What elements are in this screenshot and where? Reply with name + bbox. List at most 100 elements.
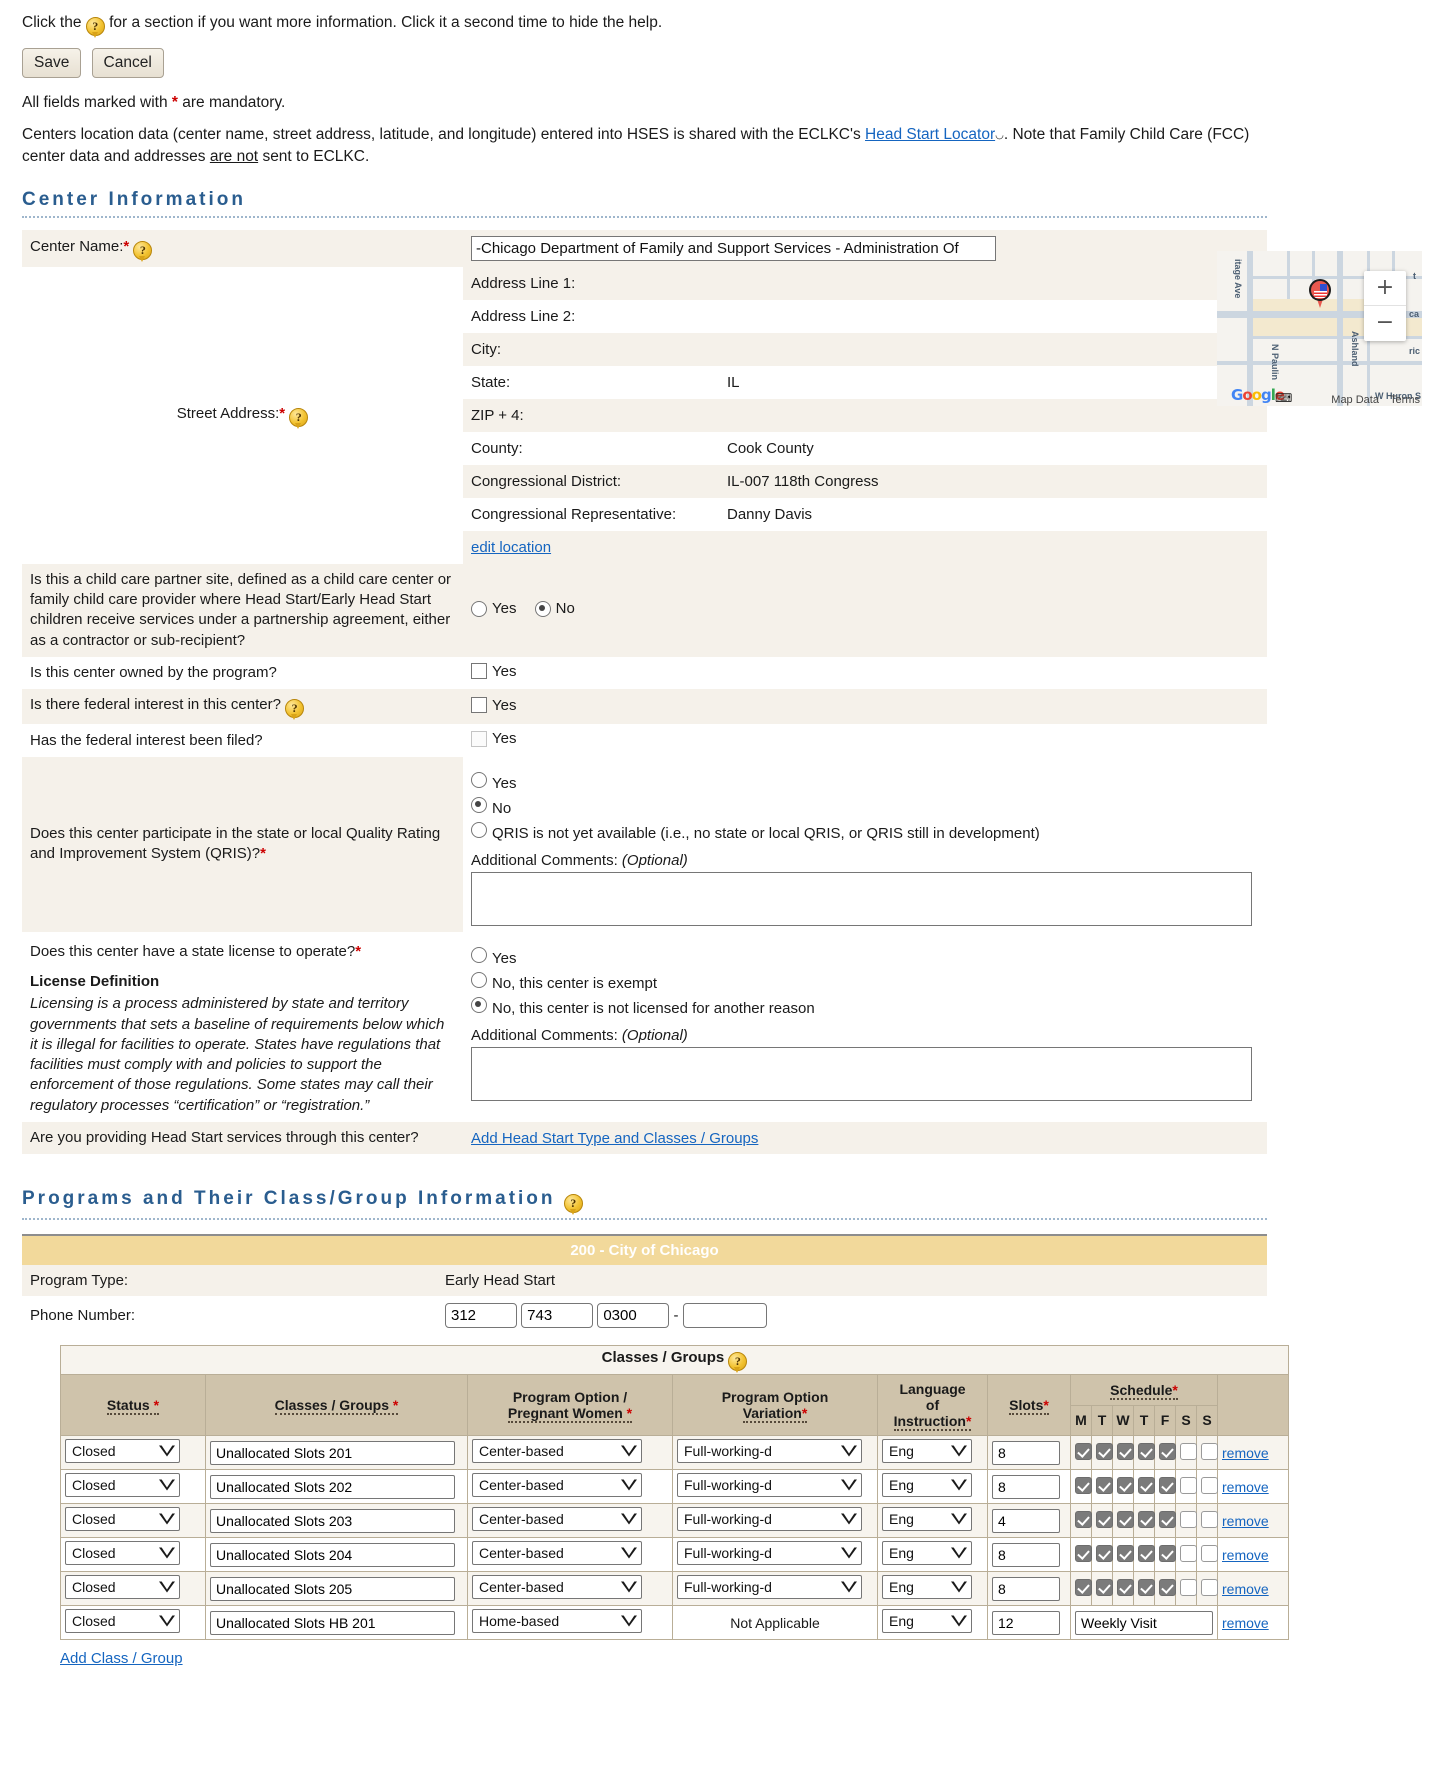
radio-unselected[interactable] [471,771,487,788]
cancel-button[interactable]: Cancel [91,48,164,78]
program-option-dropdown[interactable]: Center-based [472,1507,642,1532]
schedule-checkbox-saturday[interactable] [1180,1476,1197,1494]
language-dropdown[interactable]: Eng [882,1541,972,1566]
schedule-checkbox-wednesday[interactable] [1117,1476,1134,1494]
variation-dropdown[interactable]: Full-working-d [677,1541,862,1566]
schedule-checkbox-wednesday[interactable] [1117,1544,1134,1562]
language-dropdown[interactable]: Eng [882,1473,972,1498]
program-option-dropdown[interactable]: Center-based [472,1575,642,1600]
class-name-input[interactable] [210,1576,455,1601]
schedule-checkbox-monday[interactable] [1075,1578,1092,1596]
schedule-checkbox-monday[interactable] [1075,1544,1092,1562]
save-button[interactable]: Save [22,48,82,78]
class-name-input[interactable] [210,1508,455,1533]
schedule-checkbox-friday[interactable] [1159,1442,1176,1460]
program-option-dropdown[interactable]: Center-based [472,1439,642,1464]
class-name-input[interactable] [210,1542,455,1567]
slots-input[interactable] [992,1576,1060,1601]
radio-unselected[interactable] [471,821,487,838]
partner-site-yes-option[interactable]: Yes [471,600,516,617]
schedule-checkbox-friday[interactable] [1159,1510,1176,1528]
help-icon[interactable]: ? [285,699,305,721]
federal-interest-checkbox-group[interactable]: Yes [471,697,516,714]
remove-link[interactable]: remove [1222,1546,1269,1563]
language-dropdown[interactable]: Eng [882,1439,972,1464]
status-dropdown[interactable]: Closed [65,1575,180,1600]
phone-line-input[interactable] [597,1303,670,1329]
status-dropdown[interactable]: Closed [65,1507,180,1532]
map-data-link[interactable]: Map Data [1331,394,1379,406]
license-comments-textarea[interactable] [471,1046,1252,1101]
schedule-checkbox-monday[interactable] [1075,1476,1092,1494]
schedule-checkbox-saturday[interactable] [1180,1578,1197,1596]
status-dropdown[interactable]: Closed [65,1609,180,1634]
center-name-input[interactable] [471,235,996,261]
help-icon[interactable]: ? [85,17,105,38]
checkbox-unchecked[interactable] [471,663,487,680]
phone-prefix-input[interactable] [521,1303,594,1329]
radio-unselected[interactable] [471,946,487,963]
schedule-checkbox-sunday[interactable] [1201,1476,1218,1494]
schedule-checkbox-thursday[interactable] [1138,1442,1155,1460]
head-start-locator-link[interactable]: Head Start Locator [865,126,996,143]
phone-area-input[interactable] [445,1303,517,1329]
slots-input[interactable] [992,1508,1060,1533]
language-dropdown[interactable]: Eng [882,1609,972,1634]
schedule-checkbox-thursday[interactable] [1138,1544,1155,1562]
map-zoom-out-button[interactable]: − [1375,310,1395,335]
radio-selected[interactable] [471,796,487,813]
location-map[interactable]: itage Ave N Paulin Ashland W Huron S ca … [1217,251,1422,406]
program-option-dropdown[interactable]: Home-based [472,1609,642,1634]
map-terms-link[interactable]: Terms [1390,394,1420,406]
class-name-input[interactable] [210,1440,455,1465]
class-name-input[interactable] [210,1474,455,1499]
program-option-dropdown[interactable]: Center-based [472,1473,642,1498]
remove-link[interactable]: remove [1222,1478,1269,1495]
license-yes-option[interactable]: Yes [471,946,1259,967]
schedule-checkbox-tuesday[interactable] [1096,1476,1113,1494]
remove-link[interactable]: remove [1222,1512,1269,1529]
schedule-checkbox-friday[interactable] [1159,1476,1176,1494]
status-dropdown[interactable]: Closed [65,1541,180,1566]
class-name-input[interactable] [210,1610,455,1635]
schedule-checkbox-sunday[interactable] [1201,1544,1218,1562]
radio-unselected[interactable] [471,971,487,988]
edit-location-link[interactable]: edit location [471,538,552,556]
weekly-visit-input[interactable] [1075,1610,1213,1635]
help-icon[interactable]: ? [289,407,309,429]
qris-comments-textarea[interactable] [471,871,1252,926]
radio-selected[interactable] [534,600,551,617]
schedule-checkbox-sunday[interactable] [1201,1578,1218,1596]
partner-site-no-option[interactable]: No [534,600,575,617]
schedule-checkbox-saturday[interactable] [1180,1544,1197,1562]
slots-input[interactable] [992,1440,1060,1465]
schedule-checkbox-friday[interactable] [1159,1578,1176,1596]
schedule-checkbox-tuesday[interactable] [1096,1510,1113,1528]
license-not-licensed-option[interactable]: No, this center is not licensed for anot… [471,996,1259,1017]
schedule-checkbox-tuesday[interactable] [1096,1442,1113,1460]
variation-dropdown[interactable]: Full-working-d [677,1575,862,1600]
schedule-checkbox-wednesday[interactable] [1117,1510,1134,1528]
variation-dropdown[interactable]: Full-working-d [677,1507,862,1532]
language-dropdown[interactable]: Eng [882,1575,972,1600]
phone-extension-input[interactable] [682,1303,767,1329]
variation-dropdown[interactable]: Full-working-d [677,1439,862,1464]
help-icon[interactable]: ? [133,240,153,262]
help-icon[interactable]: ? [728,1352,748,1374]
language-dropdown[interactable]: Eng [882,1507,972,1532]
schedule-checkbox-sunday[interactable] [1201,1510,1218,1528]
schedule-checkbox-friday[interactable] [1159,1544,1176,1562]
radio-unselected[interactable] [471,600,487,617]
remove-link[interactable]: remove [1222,1444,1269,1461]
add-head-start-type-link[interactable]: Add Head Start Type and Classes / Groups [471,1129,759,1147]
schedule-checkbox-monday[interactable] [1075,1442,1092,1460]
schedule-checkbox-thursday[interactable] [1138,1476,1155,1494]
help-icon[interactable]: ? [563,1194,583,1216]
remove-link[interactable]: remove [1222,1614,1269,1631]
status-dropdown[interactable]: Closed [65,1473,180,1498]
remove-link[interactable]: remove [1222,1580,1269,1597]
add-class-group-link[interactable]: Add Class / Group [60,1650,183,1668]
schedule-checkbox-wednesday[interactable] [1117,1578,1134,1596]
schedule-checkbox-thursday[interactable] [1138,1510,1155,1528]
map-zoom-controls[interactable]: + − [1364,271,1406,341]
